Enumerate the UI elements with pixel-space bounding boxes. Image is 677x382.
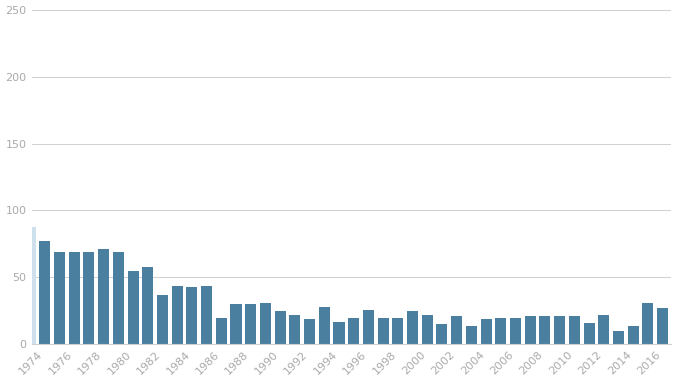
Bar xyxy=(127,271,139,345)
Bar xyxy=(319,307,330,345)
Bar xyxy=(451,316,462,345)
Bar xyxy=(348,318,359,345)
Bar xyxy=(216,318,227,345)
Bar xyxy=(584,323,594,345)
Bar xyxy=(54,252,65,345)
Bar xyxy=(657,308,668,345)
Bar xyxy=(83,252,94,345)
Bar xyxy=(289,315,301,345)
Bar xyxy=(378,318,389,345)
Bar xyxy=(363,310,374,345)
Bar xyxy=(172,285,183,345)
Bar xyxy=(613,331,624,345)
Bar xyxy=(569,316,580,345)
Bar xyxy=(24,227,36,345)
Bar xyxy=(142,267,153,345)
Bar xyxy=(230,304,242,345)
Bar xyxy=(245,304,256,345)
Bar xyxy=(598,315,609,345)
Bar xyxy=(68,252,80,345)
Bar xyxy=(466,326,477,345)
Bar xyxy=(113,252,124,345)
Bar xyxy=(628,326,638,345)
Bar xyxy=(392,318,403,345)
Bar xyxy=(201,285,212,345)
Bar xyxy=(407,311,418,345)
Bar xyxy=(554,316,565,345)
Bar xyxy=(642,303,653,345)
Bar xyxy=(157,295,168,345)
Bar xyxy=(98,249,109,345)
Bar xyxy=(304,319,315,345)
Bar xyxy=(437,324,447,345)
Bar xyxy=(496,318,506,345)
Bar xyxy=(260,303,271,345)
Bar xyxy=(481,319,492,345)
Bar xyxy=(510,318,521,345)
Bar xyxy=(275,311,286,345)
Bar xyxy=(186,287,198,345)
Bar xyxy=(540,316,550,345)
Bar xyxy=(334,322,345,345)
Bar xyxy=(10,251,21,345)
Bar xyxy=(39,241,50,345)
Bar xyxy=(525,316,536,345)
Bar xyxy=(422,315,433,345)
